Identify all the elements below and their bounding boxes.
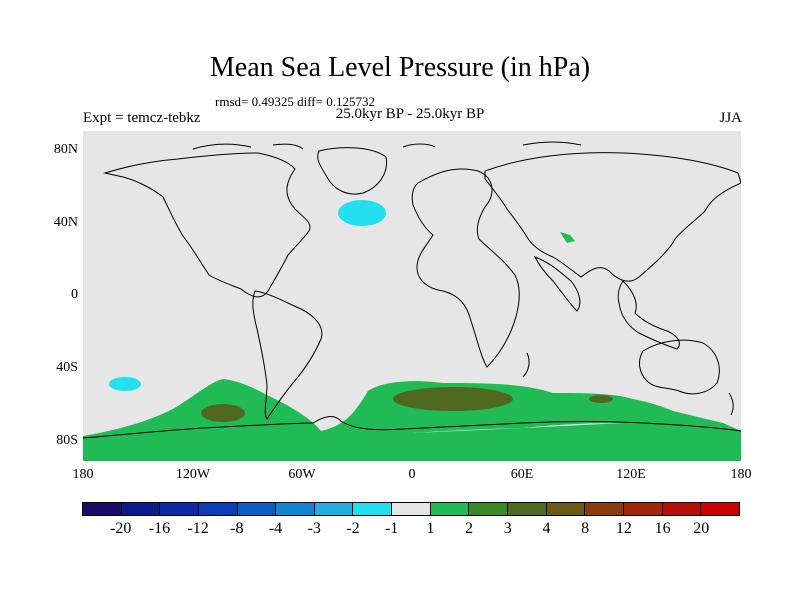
colorbar-label: -4 [268,520,283,537]
colorbar-box-13 [585,503,624,515]
colorbar-box-2 [160,503,199,515]
colorbar-label: 2 [465,520,474,537]
colorbar-label: -12 [187,520,209,537]
stats-text: rmsd= 0.49325 diff= 0.125732 [215,94,375,109]
lat-label-40n: 40N [53,215,78,230]
period-label: 25.0kyr BP - 25.0kyr BP [335,106,485,122]
chart-title: Mean Sea Level Pressure (in hPa) [209,52,591,83]
lon-label-0: 0 [408,467,416,482]
colorbar-box-12 [546,503,586,515]
lat-label-0: 0 [71,287,78,302]
colorbar-box-8 [392,503,431,515]
colorbar [82,502,740,516]
colorbar-label: -8 [230,520,244,537]
lat-label-80s: 80S [56,433,78,448]
colorbar-label: 1 [426,520,435,537]
colorbar-box-0 [83,503,122,515]
arabia-india-coast [533,256,581,312]
lat-label-80n: 80N [53,142,78,157]
colorbar-label: 16 [654,520,671,537]
colorbar-label: -20 [110,520,132,537]
colorbar-label: 20 [693,520,710,537]
colorbar-label: 3 [503,520,512,537]
colorbar-box-4 [237,503,277,515]
new-zealand-coast [728,392,734,416]
anomaly-shading [83,200,741,461]
lon-label-120e: 120E [616,467,646,482]
lon-label-60w: 60W [288,467,316,482]
colorbar-box-1 [121,503,161,515]
greenland-coast [317,147,388,195]
world-map [83,131,741,461]
colorbar-label: -3 [307,520,321,537]
north-america-coast [103,152,311,298]
southeast-asia-coast [617,280,680,350]
indian-ocean-core [589,395,613,403]
lon-label-60e: 60E [510,467,534,482]
lon-label-180e: 180 [730,467,752,482]
southern-atlantic-core [393,387,513,411]
lat-label-40s: 40S [56,360,78,375]
colorbar-box-3 [198,503,238,515]
antarctic-anomaly-band [83,411,741,461]
europe-africa-coast [411,168,520,368]
colorbar-box-6 [314,503,354,515]
antarctica-coast [83,416,741,439]
arctic-islands [192,141,582,150]
asia-coast [484,152,741,282]
coastlines [83,141,741,439]
colorbar-label: 4 [542,520,551,537]
colorbar-label: 8 [581,520,590,537]
colorbar-box-10 [469,503,509,515]
south-america-coast [252,290,323,420]
colorbar-box-5 [276,503,315,515]
colorbar-box-7 [353,503,393,515]
madagascar-coast [522,352,530,378]
colorbar-label: -16 [148,520,171,537]
australia-coast [639,339,720,395]
lon-label-120w: 120W [175,467,211,482]
colorbar-box-11 [508,503,547,515]
colorbar-box-15 [662,503,702,515]
south-pacific-anomaly [109,377,141,391]
colorbar-box-14 [623,503,663,515]
central-asia-anomaly [560,232,575,243]
colorbar-label: -1 [384,520,399,537]
lon-label-180w: 180 [72,467,94,482]
colorbar-box-9 [430,503,470,515]
colorbar-label: 12 [615,520,632,537]
southern-pacific-core [201,404,245,422]
north-atlantic-anomaly [338,200,386,226]
colorbar-box-16 [701,503,739,515]
colorbar-label: -2 [346,520,360,537]
experiment-label: Expt = temcz-tebkz [83,110,201,126]
season-label: JJA [719,110,742,126]
